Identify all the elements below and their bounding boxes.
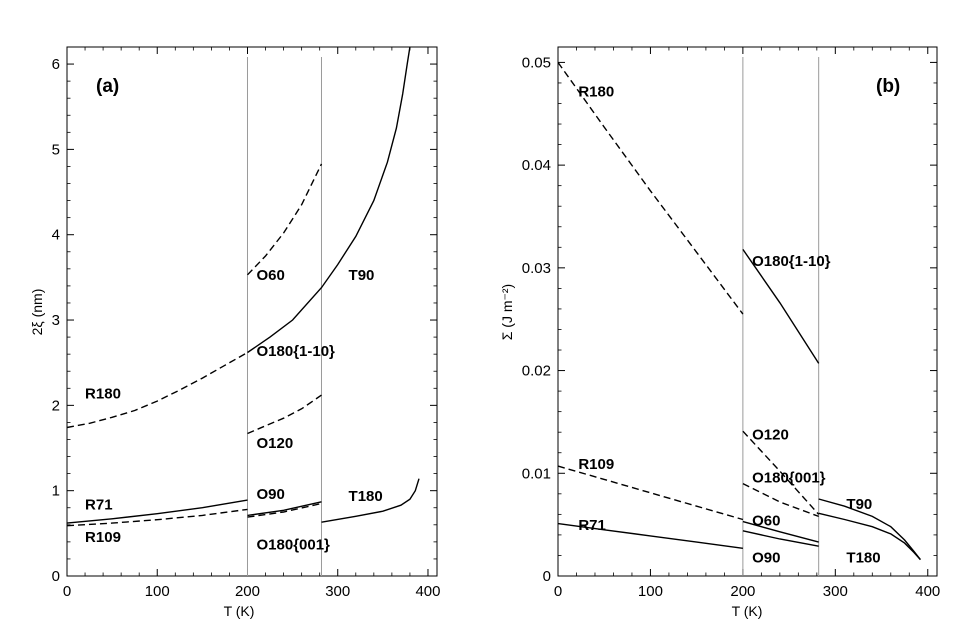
curve-label: R180	[85, 386, 121, 403]
y-tick-label: 3	[52, 312, 60, 329]
y-axis-title: Σ (J m⁻²)	[499, 284, 515, 340]
x-tick-label: 0	[63, 583, 71, 600]
y-tick-label: 0	[52, 568, 60, 585]
series-o90	[742, 530, 819, 547]
y-tick-label: 0	[543, 568, 551, 585]
series-t90	[818, 498, 921, 561]
y-tick-label: 0.05	[522, 54, 551, 71]
curve-label: T180	[349, 488, 383, 505]
series-o60	[742, 520, 819, 543]
curve-label: O60	[752, 513, 780, 530]
series-r109	[557, 465, 744, 521]
curve-label: O180{001}	[257, 537, 331, 554]
x-tick-label: 300	[325, 583, 350, 600]
curve-label: T180	[846, 550, 880, 567]
series-t90	[247, 46, 411, 354]
x-tick-label: 100	[638, 583, 663, 600]
series-t180	[321, 478, 420, 523]
series-r180	[66, 351, 248, 429]
y-tick-label: 0.04	[522, 157, 551, 174]
series-r180	[557, 61, 744, 315]
y-tick-label: 6	[52, 56, 60, 73]
series-o180-1-10-	[742, 249, 820, 364]
plot-frame	[66, 46, 438, 577]
series-r71	[557, 522, 743, 549]
curve-label: T90	[349, 267, 375, 284]
y-tick-label: 0.03	[522, 260, 551, 277]
x-tick-label: 400	[415, 583, 440, 600]
curve-label: O120	[752, 426, 789, 443]
y-tick-label: 4	[52, 227, 60, 244]
series-t180	[818, 512, 921, 561]
curve-label: R109	[578, 456, 614, 473]
y-tick-label: 0.01	[522, 465, 551, 482]
y-tick-label: 5	[52, 141, 60, 158]
series-o120	[247, 394, 322, 435]
x-tick-label: 200	[730, 583, 755, 600]
panel-label: (b)	[876, 76, 900, 97]
panel-label: (a)	[96, 76, 119, 97]
x-tick-label: 200	[235, 583, 260, 600]
series-o180-001-	[247, 502, 322, 518]
curve-label: O120	[257, 435, 294, 452]
series-o180-001-	[742, 482, 819, 518]
series-r109	[66, 508, 248, 527]
panel-a: 0 100 200 300 400 0 1 2 3 4 5 6 R180 O60 T90 O180{1-10}…	[29, 46, 440, 619]
curve-label: R71	[85, 496, 113, 513]
curve-label: O90	[257, 486, 285, 503]
curve-label: R71	[578, 517, 606, 534]
curve-label: R109	[85, 529, 121, 546]
x-tick-label: 300	[823, 583, 848, 600]
plot-frame	[557, 46, 938, 577]
curve-label: O180{1-10}	[257, 343, 336, 360]
curve-label: R180	[578, 83, 614, 100]
series-r71	[66, 499, 248, 524]
curve-label: O90	[752, 550, 780, 567]
y-axis-title: 2ξ (nm)	[29, 289, 45, 336]
curve-label: O180{1-10}	[752, 253, 831, 270]
x-tick-label: 400	[915, 583, 940, 600]
curve-label: O60	[257, 267, 285, 284]
series-o60	[246, 163, 323, 276]
y-tick-label: 0.02	[522, 363, 551, 380]
panel-b: 0 100 200 300 400 0 0.01 0.02 0.03 0.04 0.05 R180 O1…	[499, 46, 940, 619]
curve-label: T90	[846, 496, 872, 513]
x-axis-title: T (K)	[224, 603, 255, 619]
series-o90	[247, 501, 322, 517]
y-tick-label: 2	[52, 397, 60, 414]
curve-label: O180{001}	[752, 470, 826, 487]
x-tick-label: 100	[145, 583, 170, 600]
x-tick-label: 0	[554, 583, 562, 600]
y-tick-label: 1	[52, 483, 60, 500]
x-axis-title: T (K)	[732, 603, 763, 619]
series-o120	[742, 430, 820, 515]
